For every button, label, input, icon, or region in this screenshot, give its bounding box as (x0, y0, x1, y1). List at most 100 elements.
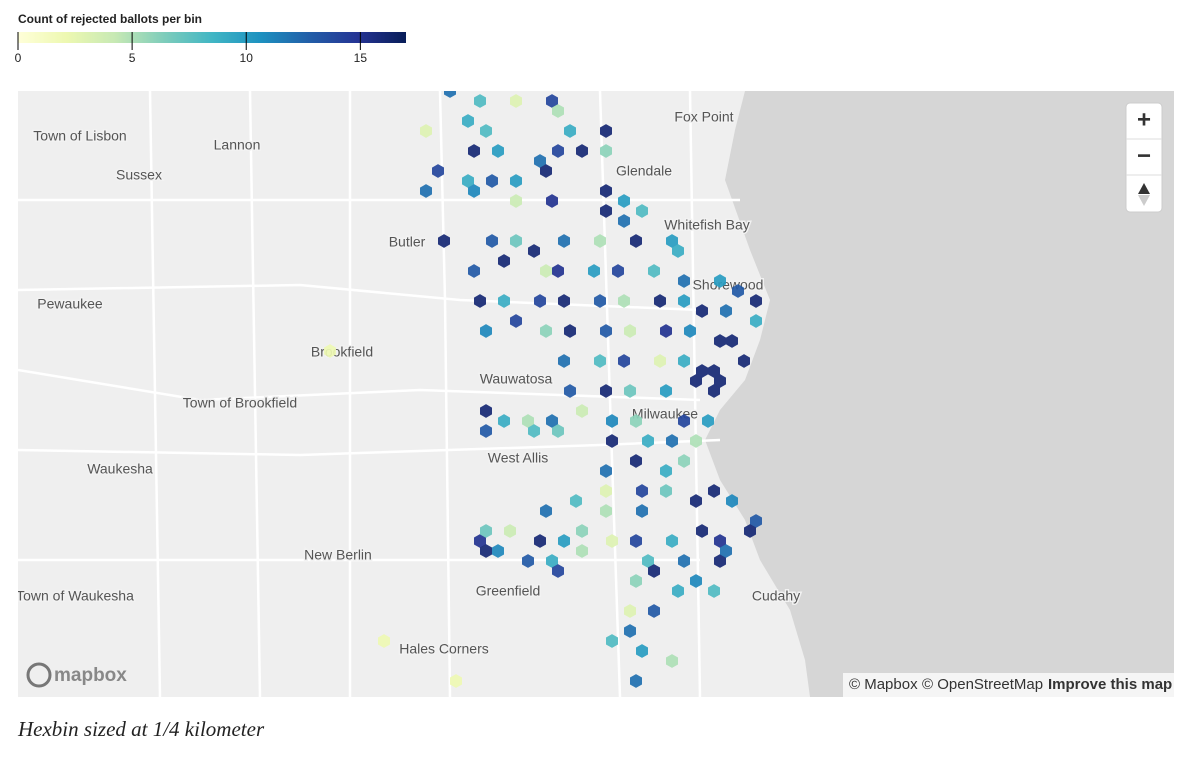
hexbin (492, 544, 504, 558)
hexbin (498, 254, 510, 268)
hexbin (636, 504, 648, 518)
hexbin (438, 234, 450, 248)
hexbin (528, 424, 540, 438)
hexbin (600, 324, 612, 338)
hexbin (498, 414, 510, 428)
hexbin (648, 604, 660, 618)
hexbin (744, 524, 756, 538)
hexbin (480, 544, 492, 558)
hexbin (546, 94, 558, 108)
place-label: Town of Brookfield (183, 395, 297, 411)
improve-map[interactable]: Improve this map (1048, 676, 1172, 693)
logo-icon (26, 662, 52, 688)
hexbin (492, 144, 504, 158)
zoom-in[interactable]: + (1137, 106, 1151, 133)
hexbin (540, 164, 552, 178)
hexbin (660, 464, 672, 478)
hexbin (696, 364, 708, 378)
hexbin (600, 144, 612, 158)
hexbin (594, 294, 606, 308)
hexbin (678, 274, 690, 288)
hexbin (750, 314, 762, 328)
logo[interactable]: mapbox (54, 665, 127, 686)
hexbin (444, 91, 456, 98)
hexbin (630, 234, 642, 248)
hexbin (708, 584, 720, 598)
hexbin (600, 504, 612, 518)
zoom-out[interactable]: − (1137, 142, 1151, 169)
hexbin (552, 264, 564, 278)
place-label: New Berlin (304, 547, 372, 563)
hexbin (660, 484, 672, 498)
hexbin (678, 294, 690, 308)
hexbin (672, 244, 684, 258)
place-label: Hales Corners (399, 641, 488, 657)
hexbin (708, 384, 720, 398)
hexbin (522, 554, 534, 568)
hexbin (606, 414, 618, 428)
legend-tick-label: 15 (354, 51, 368, 65)
hexbin (564, 324, 576, 338)
hexbin (480, 324, 492, 338)
place-label: Lannon (214, 137, 261, 153)
compass[interactable] (1138, 183, 1150, 194)
hexbin (474, 94, 486, 108)
hexbin (468, 144, 480, 158)
hexbin (486, 174, 498, 188)
hexbin (420, 124, 432, 138)
hexbin (696, 524, 708, 538)
hexbin (630, 534, 642, 548)
hexbin (522, 414, 534, 428)
place-label: Waukesha (87, 461, 153, 477)
hexbin (510, 94, 522, 108)
legend-title: Count of rejected ballots per bin (18, 12, 202, 26)
hexbin (726, 494, 738, 508)
hexbin (636, 204, 648, 218)
hexbin (510, 174, 522, 188)
hexbin (702, 414, 714, 428)
hexbin (558, 234, 570, 248)
legend-tick-label: 0 (15, 51, 22, 65)
hexbin (474, 294, 486, 308)
hexbin (432, 164, 444, 178)
hexbin (678, 414, 690, 428)
hexbin (558, 354, 570, 368)
hexbin (540, 264, 552, 278)
hexbin (576, 544, 588, 558)
hexbin (462, 174, 474, 188)
hexbin (708, 484, 720, 498)
place-label: Whitefish Bay (664, 217, 750, 233)
hexbin (528, 244, 540, 258)
hexbin (498, 294, 510, 308)
hexbin (606, 634, 618, 648)
hexbin (576, 404, 588, 418)
place-label: Wauwatosa (480, 371, 553, 387)
hexbin (546, 414, 558, 428)
hexbin (666, 234, 678, 248)
attribution-osm[interactable]: © OpenStreetMap (922, 676, 1043, 693)
hexbin (738, 354, 750, 368)
hexbin (546, 554, 558, 568)
hexbin (594, 234, 606, 248)
hexbin (510, 234, 522, 248)
hexbin (480, 404, 492, 418)
hexbin (600, 124, 612, 138)
hexbin (534, 294, 546, 308)
hexbin (480, 524, 492, 538)
place-label: Greenfield (476, 583, 541, 599)
controls-box (1125, 102, 1163, 213)
hexbin (624, 604, 636, 618)
hexbin (708, 364, 720, 378)
hexbin (468, 264, 480, 278)
place-label: Town of Lisbon (33, 128, 126, 144)
hexbin (378, 634, 390, 648)
hexbin (666, 534, 678, 548)
attribution-mapbox[interactable]: © Mapbox (849, 676, 918, 693)
hexbin (630, 574, 642, 588)
hexbin (564, 384, 576, 398)
hexbin (618, 214, 630, 228)
hexbin (450, 674, 462, 688)
legend-gradient (18, 32, 406, 43)
hexbin (534, 154, 546, 168)
